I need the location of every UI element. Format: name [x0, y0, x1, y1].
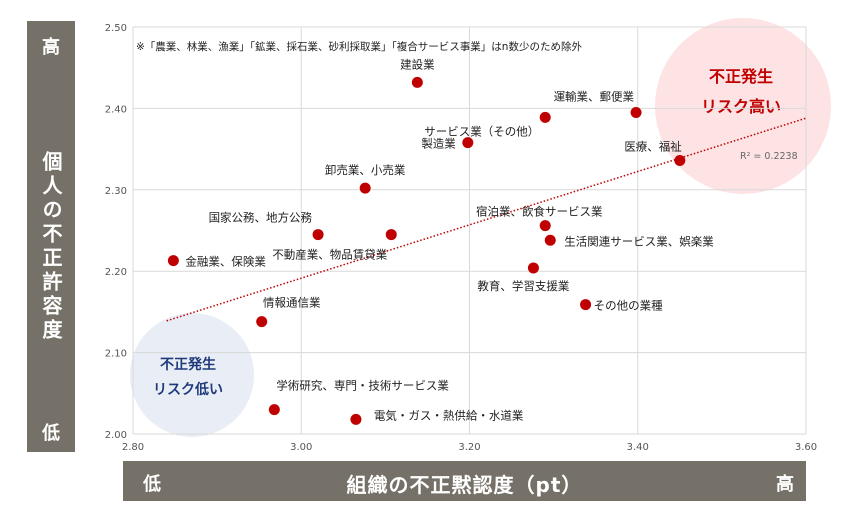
point-label: 教育、学習支援業	[477, 279, 569, 293]
point-label: 建設業	[400, 57, 435, 71]
high-risk-zone-line1: 不正発生	[709, 67, 773, 86]
low-risk-zone-line1: 不正発生	[160, 356, 216, 373]
data-point	[674, 154, 686, 166]
y-axis-low-label: 低	[42, 423, 60, 444]
axis-ticks: 2.00 2.10 2.20 2.30 2.40 2.50 2.80 3.00 3.20 3.40…	[105, 23, 817, 453]
x-tick-label: 3.40	[627, 442, 649, 453]
data-point	[462, 137, 474, 149]
high-risk-zone-line2: リスク高い	[701, 97, 781, 116]
data-point	[167, 255, 179, 267]
point-label: 不動産業、物品賃貸業	[272, 248, 387, 262]
data-point	[527, 262, 539, 274]
point-label: 電気・ガス・熱供給・水道業	[374, 408, 524, 422]
data-point	[411, 76, 423, 88]
point-label: 生活関連サービス業、娯楽業	[564, 234, 714, 248]
data-point	[539, 111, 551, 123]
x-axis-high-label: 高	[776, 474, 794, 495]
data-point	[268, 404, 280, 416]
data-point	[539, 220, 551, 232]
low-risk-zone-line2: リスク低い	[153, 381, 223, 398]
r-squared-label: R² = 0.2238	[740, 151, 798, 162]
x-tick-label: 3.20	[458, 442, 480, 453]
point-label: 卸売業、小売業	[325, 163, 406, 177]
low-risk-zone	[130, 313, 254, 437]
point-label: 国家公務、地方公務	[209, 211, 313, 225]
risk-zones: 不正発生 リスク高い 不正発生 リスク低い	[130, 18, 831, 437]
point-label: サービス業（その他）	[424, 124, 539, 138]
point-label: 学術研究、専門・技術サービス業	[276, 379, 449, 393]
y-tick-label: 2.50	[105, 23, 127, 34]
y-axis-title-band: 高 個人の不正許容度（pt） 低	[0, 21, 75, 452]
exclusion-note: ※「農業、林業、漁業」「鉱業、採石業、砂利採取業」「複合サービス事業」はn数少の…	[136, 40, 582, 53]
y-axis-high-label: 高	[42, 37, 60, 58]
x-tick-label: 2.80	[122, 442, 144, 453]
data-point	[544, 234, 556, 246]
data-point	[580, 299, 592, 311]
x-axis-low-label: 低	[143, 474, 161, 495]
data-point	[312, 229, 324, 241]
y-tick-label: 2.20	[105, 267, 127, 278]
y-tick-label: 2.30	[105, 186, 127, 197]
data-point	[350, 413, 362, 425]
y-axis-title: 個人の不正許容度（pt）	[0, 151, 63, 343]
data-point	[630, 106, 642, 118]
y-tick-label: 2.10	[105, 349, 127, 360]
point-label: 情報通信業	[263, 296, 321, 310]
x-tick-label: 3.60	[795, 442, 817, 453]
y-tick-label: 2.00	[105, 430, 127, 441]
high-risk-zone	[655, 18, 831, 194]
x-axis-title: 組織の不正黙認度（pt）	[346, 473, 583, 497]
point-label: 製造業	[421, 137, 456, 151]
grid	[132, 26, 807, 435]
x-tick-label: 3.00	[290, 442, 312, 453]
x-axis-title-band: 低 組織の不正黙認度（pt） 高	[123, 461, 806, 501]
data-point	[256, 316, 268, 328]
point-label: 金融業、保険業	[185, 255, 266, 269]
data-point	[359, 182, 371, 194]
point-label: 宿泊業、飲食サービス業	[476, 205, 603, 219]
y-tick-label: 2.40	[105, 104, 127, 115]
data-point	[385, 229, 397, 241]
point-label: 運輸業、郵便業	[554, 89, 635, 103]
point-label: その他の業種	[594, 299, 663, 313]
point-label: 医療、福祉	[624, 139, 682, 153]
